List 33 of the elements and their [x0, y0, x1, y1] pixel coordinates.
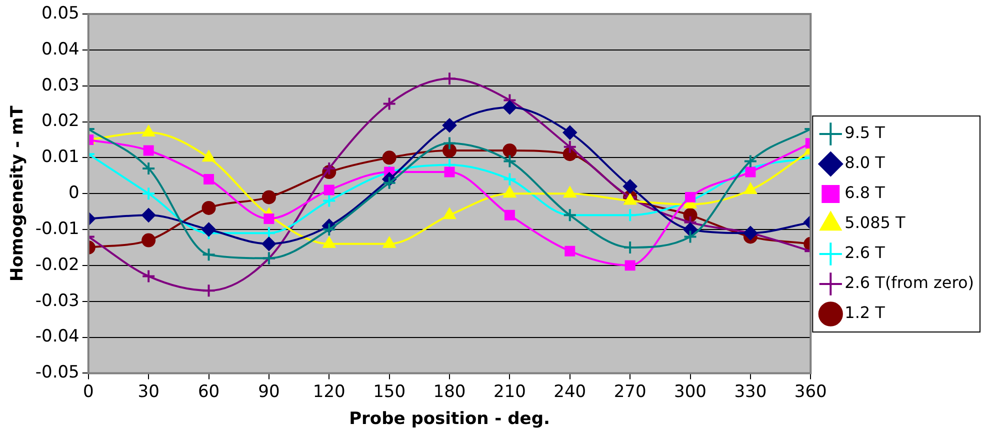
x-tick-label: 210 [493, 382, 526, 402]
legend-label: 8.0 T [844, 153, 886, 172]
y-tick-label: 0.03 [42, 75, 80, 96]
y-axis-title: Homogeneity - mT [8, 105, 28, 282]
legend-label: 9.5 T [844, 123, 886, 142]
y-tick-label: 0 [68, 183, 80, 204]
x-axis-title: Probe position - deg. [349, 409, 550, 430]
x-tick-label: 240 [554, 382, 586, 402]
legend-label: 1.2 T [844, 303, 886, 322]
x-tick-label: 270 [614, 382, 646, 402]
x-tick-label: 60 [198, 382, 220, 402]
y-tick-label: 0.04 [42, 39, 80, 60]
x-tick-label: 150 [373, 382, 406, 402]
x-tick-label: 30 [138, 382, 160, 402]
y-tick-label: -0.01 [35, 218, 80, 239]
x-tick-label: 120 [312, 382, 346, 402]
legend-label: 6.8 T [844, 183, 886, 202]
y-tick-label: 0.02 [42, 111, 80, 132]
y-tick-label: -0.03 [35, 290, 80, 311]
y-tick-label: -0.02 [35, 254, 80, 275]
x-tick-label: 90 [258, 382, 280, 402]
y-tick-label: 0.05 [42, 3, 80, 24]
x-tick-label: 330 [734, 382, 767, 402]
y-tick-label: -0.05 [35, 362, 80, 383]
legend-label: 2.6 T [844, 243, 886, 262]
x-tick-label: 0 [82, 382, 94, 402]
legend-label: 5.085 T [844, 213, 906, 232]
legend-label: 2.6 T(from zero) [844, 273, 974, 292]
x-tick-label: 360 [794, 382, 827, 402]
y-tick-label: 0.01 [42, 147, 80, 168]
y-tick-label: -0.04 [35, 326, 80, 347]
x-tick-label: 180 [433, 382, 466, 402]
x-tick-label: 300 [674, 382, 706, 402]
